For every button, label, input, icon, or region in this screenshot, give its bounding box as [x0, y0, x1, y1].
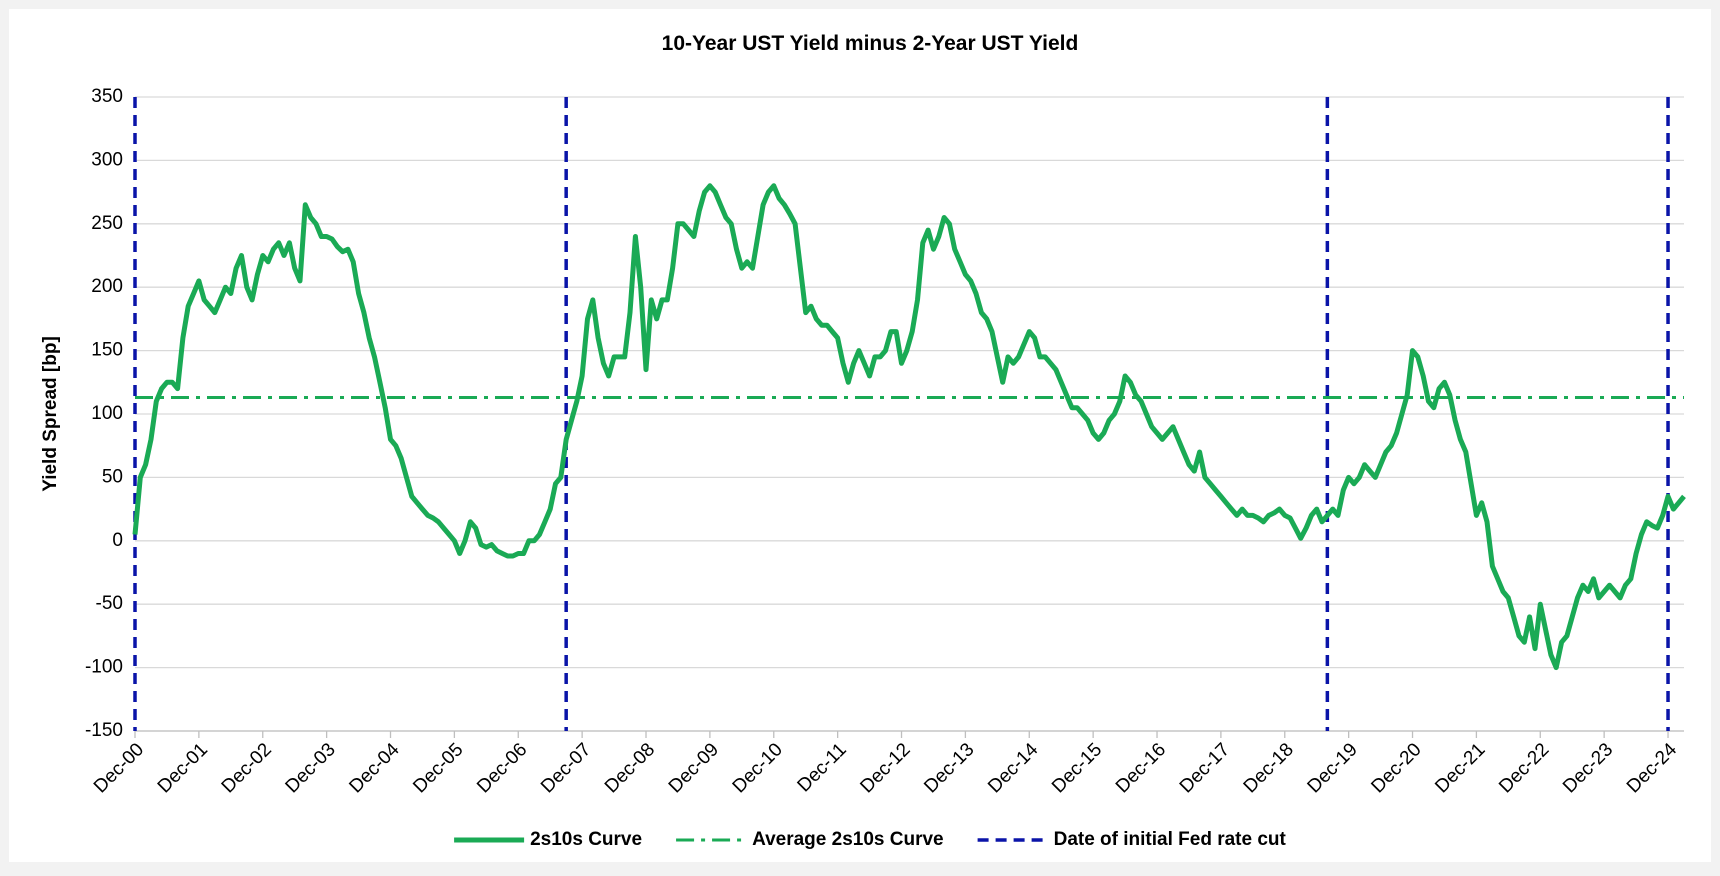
y-tick-label: -150 — [85, 720, 123, 741]
y-tick-label: 200 — [91, 276, 123, 297]
y-tick-label: 0 — [112, 530, 123, 551]
legend-label: 2s10s Curve — [530, 829, 642, 850]
chart-title: 10-Year UST Yield minus 2-Year UST Yield — [662, 32, 1079, 55]
y-tick-label: 250 — [91, 213, 123, 234]
y-tick-label: 150 — [91, 340, 123, 361]
y-tick-label: 50 — [102, 466, 123, 487]
y-tick-label: -100 — [85, 657, 123, 678]
series-line — [132, 183, 1686, 671]
legend-label: Date of initial Fed rate cut — [1054, 829, 1287, 850]
y-tick-label: 100 — [91, 403, 123, 424]
y-tick-label: -50 — [96, 593, 123, 614]
y-tick-label: 350 — [91, 86, 123, 107]
y-axis-title: Yield Spread [bp] — [40, 336, 61, 492]
legend-label: Average 2s10s Curve — [752, 829, 944, 850]
chart-background — [9, 9, 1711, 862]
legend: 2s10s Curve Average 2s10s Curve Date of in… — [454, 829, 1287, 850]
y-tick-label: 300 — [91, 149, 123, 170]
